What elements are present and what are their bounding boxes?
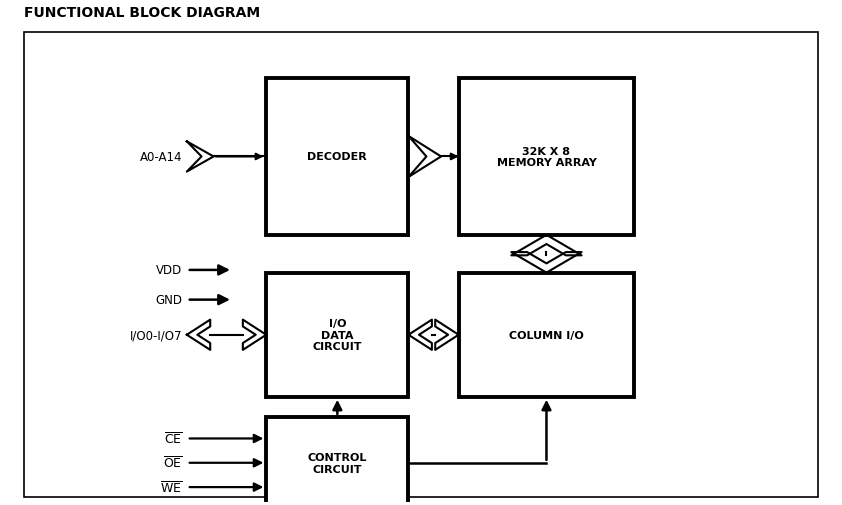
Text: $\overline{\mathrm{WE}}$: $\overline{\mathrm{WE}}$ [160,479,183,495]
Bar [266,417,408,505]
Text: GND: GND [156,293,183,307]
Text: FUNCTIONAL BLOCK DIAGRAM: FUNCTIONAL BLOCK DIAGRAM [24,6,260,20]
Text: $\overline{\mathrm{CE}}$: $\overline{\mathrm{CE}}$ [164,431,183,446]
Bar [459,79,634,235]
Text: $\overline{\mathrm{OE}}$: $\overline{\mathrm{OE}}$ [163,455,183,471]
Text: COLUMN I/O: COLUMN I/O [509,330,584,340]
Text: A0-A14: A0-A14 [140,150,183,164]
Text: VDD: VDD [157,264,183,277]
Text: I/O0-I/O7: I/O0-I/O7 [131,329,183,341]
Text: I/O
DATA
CIRCUIT: I/O DATA CIRCUIT [312,319,362,351]
Bar [266,79,408,235]
Text: 32K X 8
MEMORY ARRAY: 32K X 8 MEMORY ARRAY [497,146,596,168]
Text: DECODER: DECODER [307,152,367,162]
Bar [266,273,408,397]
Text: CONTROL
CIRCUIT: CONTROL CIRCUIT [307,452,367,474]
Bar [459,273,634,397]
